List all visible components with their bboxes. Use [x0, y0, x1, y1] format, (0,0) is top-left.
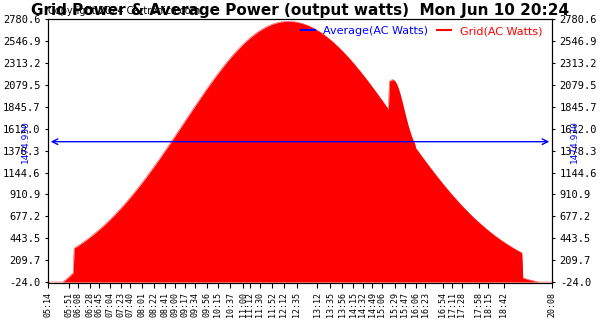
Legend: Average(AC Watts), Grid(AC Watts): Average(AC Watts), Grid(AC Watts): [297, 22, 547, 41]
Title: Grid Power & Average Power (output watts)  Mon Jun 10 20:24: Grid Power & Average Power (output watts…: [31, 3, 569, 18]
Text: 1474.930: 1474.930: [570, 120, 579, 163]
Text: 1474.930: 1474.930: [21, 120, 30, 163]
Text: Copyright 2024 Cartronics.com: Copyright 2024 Cartronics.com: [48, 6, 200, 16]
